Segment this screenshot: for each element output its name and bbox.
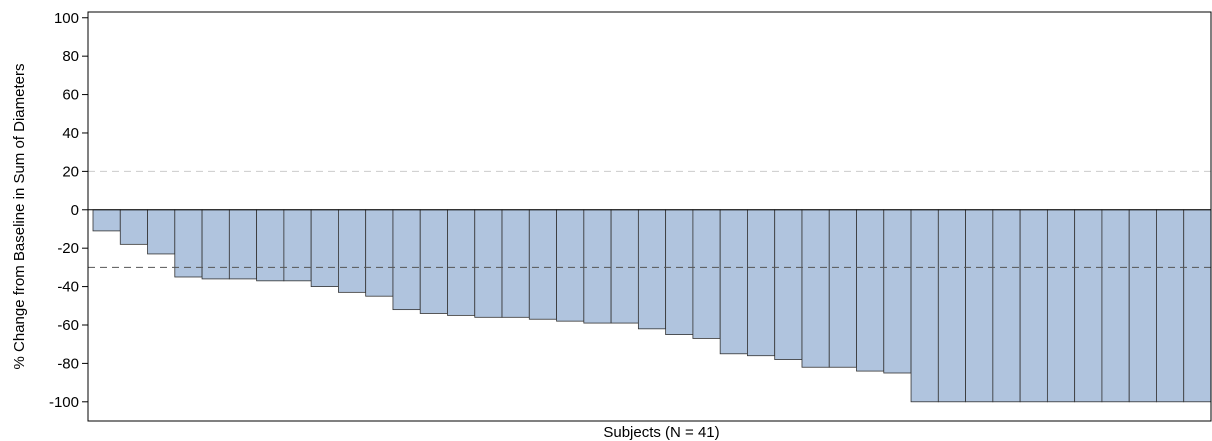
- bar-subject-10: [338, 209, 367, 293]
- bar-subject-41: [1183, 209, 1212, 403]
- bar-subject-15: [474, 209, 503, 318]
- bar-subject-33: [965, 209, 994, 403]
- bar-subject-30: [883, 209, 912, 374]
- bar-subject-4: [174, 209, 203, 278]
- bar-subject-14: [447, 209, 476, 316]
- bar-subject-24: [719, 209, 748, 355]
- y-tick-label: 40: [62, 125, 79, 142]
- bar-subject-21: [637, 209, 667, 330]
- bar-subject-16: [501, 209, 530, 318]
- bar-subject-6: [228, 209, 258, 280]
- y-axis: 100 80 60 40 20 0 -20 -40 -60 -80 -100: [49, 10, 88, 411]
- bar-subject-36: [1046, 209, 1076, 403]
- y-tick-label: -80: [57, 355, 79, 372]
- bar-subject-2: [119, 209, 148, 245]
- bar-subject-37: [1074, 209, 1103, 403]
- y-tick-label: 100: [54, 10, 79, 27]
- bar-subject-19: [583, 209, 612, 324]
- bar-subject-13: [419, 209, 448, 314]
- y-tick-label: -40: [57, 279, 79, 296]
- bar-subject-35: [1019, 209, 1048, 403]
- bar-subject-28: [828, 209, 857, 368]
- bar-subject-29: [856, 209, 885, 372]
- bar-subject-9: [310, 209, 339, 287]
- bar-subject-5: [201, 209, 230, 280]
- y-tick-label: 80: [62, 48, 79, 65]
- bar-subject-38: [1101, 209, 1130, 403]
- bar-subject-1: [92, 209, 121, 232]
- bar-subject-3: [147, 209, 176, 255]
- bar-subject-18: [556, 209, 585, 322]
- bar-subject-39: [1128, 209, 1157, 403]
- y-tick-label: -60: [57, 317, 79, 334]
- y-tick-label: 20: [62, 163, 79, 180]
- y-tick-label: -100: [49, 394, 79, 411]
- y-axis-label: % Change from Baseline in Sum of Diamete…: [11, 64, 28, 370]
- y-tick-label: 0: [71, 202, 79, 219]
- bar-subject-23: [692, 209, 721, 339]
- plot-frame: [87, 11, 1212, 422]
- bar-subject-27: [801, 209, 830, 368]
- bar-subject-22: [665, 209, 694, 335]
- bar-subject-12: [392, 209, 421, 311]
- bar-subject-17: [528, 209, 557, 320]
- bar-subject-34: [992, 209, 1021, 403]
- bar-subject-7: [256, 209, 285, 282]
- bar-subject-26: [774, 209, 803, 360]
- bar-subject-32: [937, 209, 966, 403]
- bar-subject-31: [910, 209, 939, 403]
- y-tick-label: 60: [62, 87, 79, 104]
- bar-subject-25: [747, 209, 776, 357]
- bar-subject-11: [365, 209, 394, 297]
- bar-subject-20: [610, 209, 639, 324]
- bar-subject-8: [283, 209, 312, 282]
- y-tick-label: -20: [57, 240, 79, 257]
- bar-subject-40: [1156, 209, 1185, 403]
- bars-group: [92, 209, 1212, 403]
- x-axis-label: Subjects (N = 41): [603, 424, 719, 441]
